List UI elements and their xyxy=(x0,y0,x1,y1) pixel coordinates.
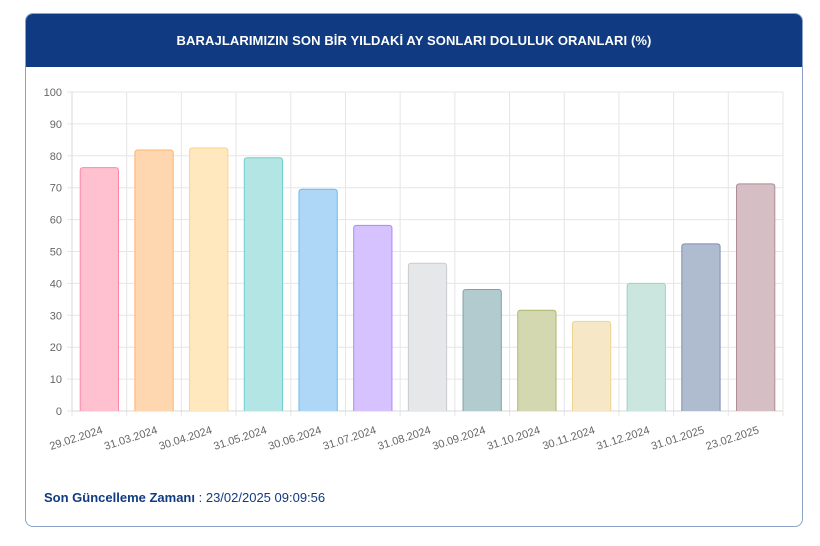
x-tick-label: 30.06.2024 xyxy=(267,424,323,452)
bar-31.12.2024[interactable] xyxy=(626,282,666,411)
y-tick-label: 40 xyxy=(50,278,62,290)
y-tick-label: 70 xyxy=(50,183,62,195)
bar-29.02.2024[interactable] xyxy=(79,167,119,411)
chart-title: BARAJLARIMIZIN SON BİR YILDAKİ AY SONLAR… xyxy=(26,14,802,67)
x-tick-label: 31.03.2024 xyxy=(103,424,159,452)
x-tick-label: 30.04.2024 xyxy=(158,424,214,452)
y-tick-label: 90 xyxy=(50,119,62,131)
y-tick-label: 60 xyxy=(50,215,62,227)
last-update-value: 23/02/2025 09:09:56 xyxy=(205,490,326,505)
x-tick-label: 31.01.2025 xyxy=(650,424,706,452)
bar-31.08.2024[interactable] xyxy=(407,262,448,411)
y-tick-label: 0 xyxy=(56,406,62,418)
x-tick-label: 30.11.2024 xyxy=(541,424,596,452)
bar-31.10.2024[interactable] xyxy=(517,309,557,411)
y-tick-label: 80 xyxy=(50,151,62,163)
x-tick-label: 31.08.2024 xyxy=(376,424,432,452)
last-update-separator: : xyxy=(195,490,206,505)
x-tick-label: 31.05.2024 xyxy=(212,424,268,452)
bar-30.06.2024[interactable] xyxy=(298,188,338,411)
bar-30.11.2024[interactable] xyxy=(571,320,612,411)
x-tick-label: 31.10.2024 xyxy=(486,424,542,452)
y-tick-label: 50 xyxy=(50,247,62,259)
bar-23.02.2025[interactable] xyxy=(736,183,776,411)
y-tick-label: 100 xyxy=(44,87,62,99)
bar-31.05.2024[interactable] xyxy=(243,157,284,411)
bar-31.03.2024[interactable] xyxy=(134,149,174,412)
x-tick-label: 23.02.2025 xyxy=(705,424,761,452)
y-tick-label: 10 xyxy=(50,374,62,386)
x-tick-label: 30.09.2024 xyxy=(431,424,487,452)
bar-31.01.2025[interactable] xyxy=(681,243,721,411)
bar-30.09.2024[interactable] xyxy=(462,288,502,411)
bar-31.07.2024[interactable] xyxy=(353,224,393,411)
last-update: Son Güncelleme Zamanı : 23/02/2025 09:09… xyxy=(44,490,325,505)
last-update-label: Son Güncelleme Zamanı xyxy=(44,490,195,505)
y-tick-label: 20 xyxy=(50,342,62,354)
x-tick-label: 29.02.2024 xyxy=(48,424,104,452)
y-tick-label: 30 xyxy=(50,310,62,322)
bar-30.04.2024[interactable] xyxy=(189,147,229,411)
x-tick-label: 31.07.2024 xyxy=(322,424,378,452)
x-tick-label: 31.12.2024 xyxy=(595,424,651,452)
